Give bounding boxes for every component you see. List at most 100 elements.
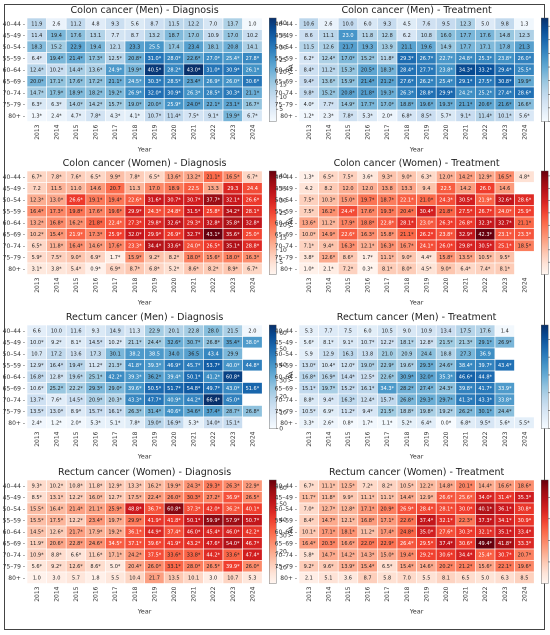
cell-value: 16.4* xyxy=(50,363,64,369)
cell-value: 12.7* xyxy=(108,495,122,501)
cell-value: 20.3* xyxy=(322,541,336,547)
cell-value: 16.9* xyxy=(322,375,336,381)
colorbar-label: YPA xyxy=(288,370,295,383)
colorbar-tick-label: 40 xyxy=(279,517,287,524)
cell-value: 6.8* xyxy=(402,114,413,120)
cell-value: 2.0 xyxy=(248,329,256,335)
cell-value: 13.9* xyxy=(341,564,355,570)
cell-value: 16.3* xyxy=(361,232,375,238)
year-tick-label: 2017 xyxy=(384,277,391,292)
cell-value: 8.5* xyxy=(32,495,43,501)
cell-value: 5.0* xyxy=(110,564,121,570)
year-tick-label: 2015 xyxy=(73,586,80,601)
year-tick-label: 2024 xyxy=(521,277,528,292)
cell-value: 23.1* xyxy=(498,232,512,238)
cell-value: 24.8* xyxy=(167,209,181,215)
cell-value: 32.1* xyxy=(439,518,453,524)
cell-value: 30.6* xyxy=(246,79,260,85)
cell-value: 21.9* xyxy=(478,198,492,204)
cell-value: 13.2* xyxy=(187,175,201,181)
colorbar xyxy=(269,479,277,584)
cell-value: 12.0* xyxy=(341,363,355,369)
cell-value: 31.0* xyxy=(148,56,162,62)
x-axis-label: Year xyxy=(137,146,152,154)
cell-value: 42.3* xyxy=(478,232,492,238)
year-tick-label: 2017 xyxy=(384,124,391,139)
cell-value: 30.7* xyxy=(187,198,201,204)
cell-value: 14.5* xyxy=(89,340,103,346)
colorbar-label: YPA xyxy=(288,216,295,229)
cell-value: 37.4* xyxy=(420,518,434,524)
cell-value: 8.6 xyxy=(305,33,313,39)
cell-value: 21.1 xyxy=(401,45,412,51)
cell-value: 50.1* xyxy=(187,375,201,381)
cell-value: 16.4* xyxy=(30,209,44,215)
cell-value: 7.6 xyxy=(422,22,430,28)
cell-value: 11.8* xyxy=(380,56,394,62)
cell-value: 30.4* xyxy=(420,209,434,215)
cell-value: 26.3* xyxy=(128,409,142,415)
cell-value: 19.6* xyxy=(400,363,414,369)
cell-value: 1.0* xyxy=(304,267,315,273)
year-tick-label: 2020 xyxy=(171,586,178,601)
year-tick-label: 2018 xyxy=(404,586,411,601)
cell-value: 14.9* xyxy=(341,102,355,108)
cell-value: 7.0* xyxy=(304,507,315,513)
cell-value: 13.4 xyxy=(440,329,451,335)
cell-value: 14.6 xyxy=(499,186,510,192)
cell-value: 38.4* xyxy=(459,363,473,369)
cell-value: 3.6* xyxy=(362,175,373,181)
x-axis-label: Year xyxy=(409,299,424,307)
cell-value: 19.2* xyxy=(439,409,453,415)
panel-title: Colon cancer (Men) - Diagnosis xyxy=(71,5,219,16)
cell-value: 41.8* xyxy=(128,363,142,369)
cell-value: 26.0* xyxy=(518,56,532,62)
cell-value: 34.3* xyxy=(380,386,394,392)
cell-value: 44.2* xyxy=(187,398,201,404)
age-group-label: 60–64 - xyxy=(3,529,25,536)
cell-value: 17.1* xyxy=(108,553,122,559)
cell-value: 6.6 xyxy=(33,329,41,335)
year-tick-label: 2020 xyxy=(171,277,178,292)
cell-value: 9.4* xyxy=(362,409,373,415)
cell-value: 37.3* xyxy=(478,518,492,524)
year-tick-label: 2015 xyxy=(345,431,352,446)
cell-value: 15.7* xyxy=(89,409,103,415)
cell-value: 54.8* xyxy=(187,386,201,392)
colorbar-tick-label: 10 xyxy=(279,94,287,101)
cell-value: 19.6 xyxy=(421,45,432,51)
age-group-label: 40–44 - xyxy=(3,174,25,181)
cell-value: 17.0 xyxy=(227,33,238,39)
cell-value: 21.4* xyxy=(69,507,83,513)
cell-value: 12.9* xyxy=(108,484,122,490)
age-group-label: 40–44 - xyxy=(275,483,297,490)
cell-value: 27.4* xyxy=(420,386,434,392)
x-axis-label: Year xyxy=(409,608,424,616)
cell-value: 20.4* xyxy=(400,209,414,215)
year-tick-label: 2023 xyxy=(502,277,509,292)
cell-value: 20.9 xyxy=(401,352,412,358)
cell-value: 0.9* xyxy=(90,267,101,273)
cell-value: 12.9* xyxy=(420,495,434,501)
cell-value: 16.4* xyxy=(69,244,83,250)
cell-value: 16.0* xyxy=(89,495,103,501)
colorbar-tick-label: 0 xyxy=(279,426,283,433)
cell-value: 1.4 xyxy=(501,329,509,335)
cell-value: 9.1* xyxy=(343,340,354,346)
cell-value: 36.9 xyxy=(480,352,491,358)
year-tick-label: 2023 xyxy=(230,586,237,601)
cell-value: 17.1* xyxy=(50,79,64,85)
colorbar-tick-label: 30 xyxy=(279,198,287,205)
cell-value: 31.4* xyxy=(148,409,162,415)
year-tick-label: 2017 xyxy=(384,586,391,601)
cell-value: 13.8 xyxy=(382,186,393,192)
cell-value: 17.3 xyxy=(90,352,101,358)
cell-value: 25.5 xyxy=(149,45,160,51)
cell-value: 10.9* xyxy=(30,553,44,559)
cell-value: 21.7 xyxy=(149,576,160,582)
cell-value: 6.0 xyxy=(364,22,372,28)
heatmap-cell xyxy=(514,251,535,264)
cell-value: 29.3* xyxy=(187,221,201,227)
cell-value: 22.9* xyxy=(380,541,394,547)
cell-value: 14.8* xyxy=(439,484,453,490)
